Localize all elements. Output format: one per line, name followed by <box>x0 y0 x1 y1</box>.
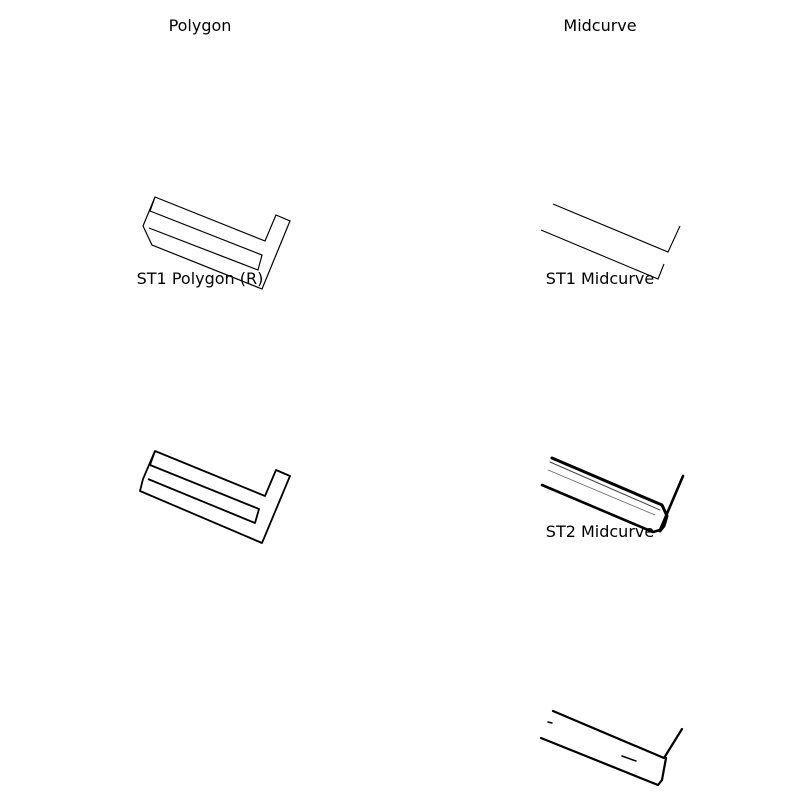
st1-polygon-title: ST1 Polygon (R) <box>136 269 264 288</box>
st1-midcurve-title: ST1 Midcurve <box>545 269 655 288</box>
st2-midcurve-shape <box>539 709 684 787</box>
midcurve-shape <box>540 203 681 280</box>
st1-midcurve-shape <box>540 456 685 534</box>
st1-polygon-shape <box>139 450 291 544</box>
polygon-title: Polygon <box>168 16 232 35</box>
polygon-shape <box>142 196 291 290</box>
midcurve-title: Midcurve <box>563 16 637 35</box>
st2-midcurve-title: ST2 Midcurve <box>545 522 655 541</box>
